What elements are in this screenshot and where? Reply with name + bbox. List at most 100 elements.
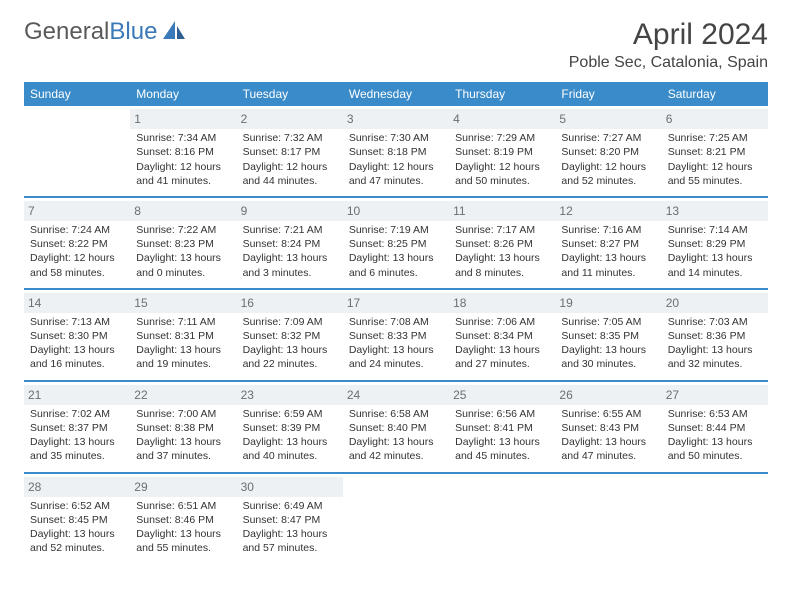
sunset-line: Sunset: 8:44 PM [668, 421, 762, 435]
sunset-line: Sunset: 8:41 PM [455, 421, 549, 435]
sunrise-line: Sunrise: 6:55 AM [561, 407, 655, 421]
day-number: 8 [130, 201, 236, 221]
daylight-line: Daylight: 13 hours and 40 minutes. [243, 435, 337, 463]
daylight-line: Daylight: 13 hours and 50 minutes. [668, 435, 762, 463]
day-cell: 8Sunrise: 7:22 AMSunset: 8:23 PMDaylight… [130, 198, 236, 288]
daylight-line: Daylight: 12 hours and 50 minutes. [455, 160, 549, 188]
day-header-cell: Saturday [662, 82, 768, 106]
daylight-line: Daylight: 13 hours and 55 minutes. [136, 527, 230, 555]
daylight-line: Daylight: 12 hours and 58 minutes. [30, 251, 124, 279]
day-number: 13 [662, 201, 768, 221]
daylight-line: Daylight: 13 hours and 30 minutes. [561, 343, 655, 371]
weeks-container: 1Sunrise: 7:34 AMSunset: 8:16 PMDaylight… [24, 106, 768, 563]
day-number: 3 [343, 109, 449, 129]
daylight-line: Daylight: 13 hours and 8 minutes. [455, 251, 549, 279]
sunrise-line: Sunrise: 7:25 AM [668, 131, 762, 145]
daylight-line: Daylight: 12 hours and 44 minutes. [243, 160, 337, 188]
sunset-line: Sunset: 8:38 PM [136, 421, 230, 435]
daylight-line: Daylight: 13 hours and 47 minutes. [561, 435, 655, 463]
sunset-line: Sunset: 8:21 PM [668, 145, 762, 159]
daylight-line: Daylight: 13 hours and 14 minutes. [668, 251, 762, 279]
day-number: 30 [237, 477, 343, 497]
sunset-line: Sunset: 8:27 PM [561, 237, 655, 251]
day-header-cell: Sunday [24, 82, 130, 106]
sail-icon [161, 19, 187, 46]
daylight-line: Daylight: 12 hours and 47 minutes. [349, 160, 443, 188]
day-number: 25 [449, 385, 555, 405]
day-number: 29 [130, 477, 236, 497]
sunrise-line: Sunrise: 6:52 AM [30, 499, 124, 513]
day-cell: 21Sunrise: 7:02 AMSunset: 8:37 PMDayligh… [24, 382, 130, 472]
sunset-line: Sunset: 8:36 PM [668, 329, 762, 343]
day-number: 4 [449, 109, 555, 129]
sunset-line: Sunset: 8:19 PM [455, 145, 549, 159]
sunrise-line: Sunrise: 7:06 AM [455, 315, 549, 329]
day-cell: 23Sunrise: 6:59 AMSunset: 8:39 PMDayligh… [237, 382, 343, 472]
day-cell: 12Sunrise: 7:16 AMSunset: 8:27 PMDayligh… [555, 198, 661, 288]
sunset-line: Sunset: 8:33 PM [349, 329, 443, 343]
daylight-line: Daylight: 13 hours and 11 minutes. [561, 251, 655, 279]
day-cell [662, 474, 768, 564]
week-row: 14 Sunrise: 7:13 AMSunset: 8:30 PM Dayligh… [24, 290, 768, 382]
day-number: 7 [24, 201, 130, 221]
day-cell: 22Sunrise: 7:00 AMSunset: 8:38 PMDayligh… [130, 382, 236, 472]
day-number: 1 [130, 109, 236, 129]
day-cell: 17Sunrise: 7:08 AMSunset: 8:33 PMDayligh… [343, 290, 449, 380]
sunrise-line: Sunrise: 6:56 AM [455, 407, 549, 421]
day-cell: 4Sunrise: 7:29 AMSunset: 8:19 PMDaylight… [449, 106, 555, 196]
day-header-cell: Monday [130, 82, 236, 106]
daylight-line: Daylight: 12 hours and 41 minutes. [136, 160, 230, 188]
sunrise-line: Sunrise: 6:58 AM [349, 407, 443, 421]
day-number: 21 [24, 385, 130, 405]
day-number: 15 [130, 293, 236, 313]
week-row: 21Sunrise: 7:02 AMSunset: 8:37 PMDayligh… [24, 382, 768, 474]
location: Poble Sec, Catalonia, Spain [569, 54, 768, 72]
day-cell: 27Sunrise: 6:53 AMSunset: 8:44 PMDayligh… [662, 382, 768, 472]
day-cell: 16Sunrise: 7:09 AMSunset: 8:32 PMDayligh… [237, 290, 343, 380]
day-cell: 24Sunrise: 6:58 AMSunset: 8:40 PMDayligh… [343, 382, 449, 472]
day-number: 28 [24, 477, 130, 497]
day-number: 23 [237, 385, 343, 405]
day-number: 10 [343, 201, 449, 221]
sunset-line: Sunset: 8:24 PM [243, 237, 337, 251]
day-cell [343, 474, 449, 564]
daylight-line: Daylight: 13 hours and 3 minutes. [243, 251, 337, 279]
daylight-line: Daylight: 13 hours and 19 minutes. [136, 343, 230, 371]
sunset-line: Sunset: 8:18 PM [349, 145, 443, 159]
day-number: 11 [449, 201, 555, 221]
sunrise-line: Sunrise: 7:14 AM [668, 223, 762, 237]
sunset-line: Sunset: 8:35 PM [561, 329, 655, 343]
day-cell: 25Sunrise: 6:56 AMSunset: 8:41 PMDayligh… [449, 382, 555, 472]
sunrise-line: Sunrise: 7:00 AM [136, 407, 230, 421]
day-cell: 18Sunrise: 7:06 AMSunset: 8:34 PMDayligh… [449, 290, 555, 380]
daylight-line: Daylight: 13 hours and 0 minutes. [136, 251, 230, 279]
sunset-line: Sunset: 8:30 PM [30, 329, 124, 343]
sunset-line: Sunset: 8:20 PM [561, 145, 655, 159]
daylight-line: Daylight: 13 hours and 57 minutes. [243, 527, 337, 555]
sunrise-line: Sunrise: 7:13 AM [30, 315, 124, 329]
daylight-line: Daylight: 13 hours and 37 minutes. [136, 435, 230, 463]
sunset-line: Sunset: 8:40 PM [349, 421, 443, 435]
day-number: 9 [237, 201, 343, 221]
sunrise-line: Sunrise: 7:09 AM [243, 315, 337, 329]
day-cell: 9 Sunrise: 7:21 AMSunset: 8:24 PMDaylight… [237, 198, 343, 288]
day-number: 19 [555, 293, 661, 313]
month-title: April 2024 [569, 18, 768, 52]
day-number: 14 [24, 293, 130, 313]
day-cell: 1Sunrise: 7:34 AMSunset: 8:16 PMDaylight… [130, 106, 236, 196]
daylight-line: Daylight: 12 hours and 52 minutes. [561, 160, 655, 188]
sunrise-line: Sunrise: 7:21 AM [243, 223, 337, 237]
sunset-line: Sunset: 8:25 PM [349, 237, 443, 251]
day-header-row: SundayMondayTuesdayWednesdayThursdayFrid… [24, 82, 768, 106]
day-cell [24, 106, 130, 196]
day-cell: 28Sunrise: 6:52 AMSunset: 8:45 PMDayligh… [24, 474, 130, 564]
day-number: 6 [662, 109, 768, 129]
sunrise-line: Sunrise: 7:24 AM [30, 223, 124, 237]
day-cell: 3Sunrise: 7:30 AMSunset: 8:18 PMDaylight… [343, 106, 449, 196]
day-cell: 5Sunrise: 7:27 AMSunset: 8:20 PMDaylight… [555, 106, 661, 196]
day-header-cell: Tuesday [237, 82, 343, 106]
sunset-line: Sunset: 8:45 PM [30, 513, 124, 527]
week-row: 1Sunrise: 7:34 AMSunset: 8:16 PMDaylight… [24, 106, 768, 198]
sunrise-line: Sunrise: 7:05 AM [561, 315, 655, 329]
sunset-line: Sunset: 8:47 PM [243, 513, 337, 527]
